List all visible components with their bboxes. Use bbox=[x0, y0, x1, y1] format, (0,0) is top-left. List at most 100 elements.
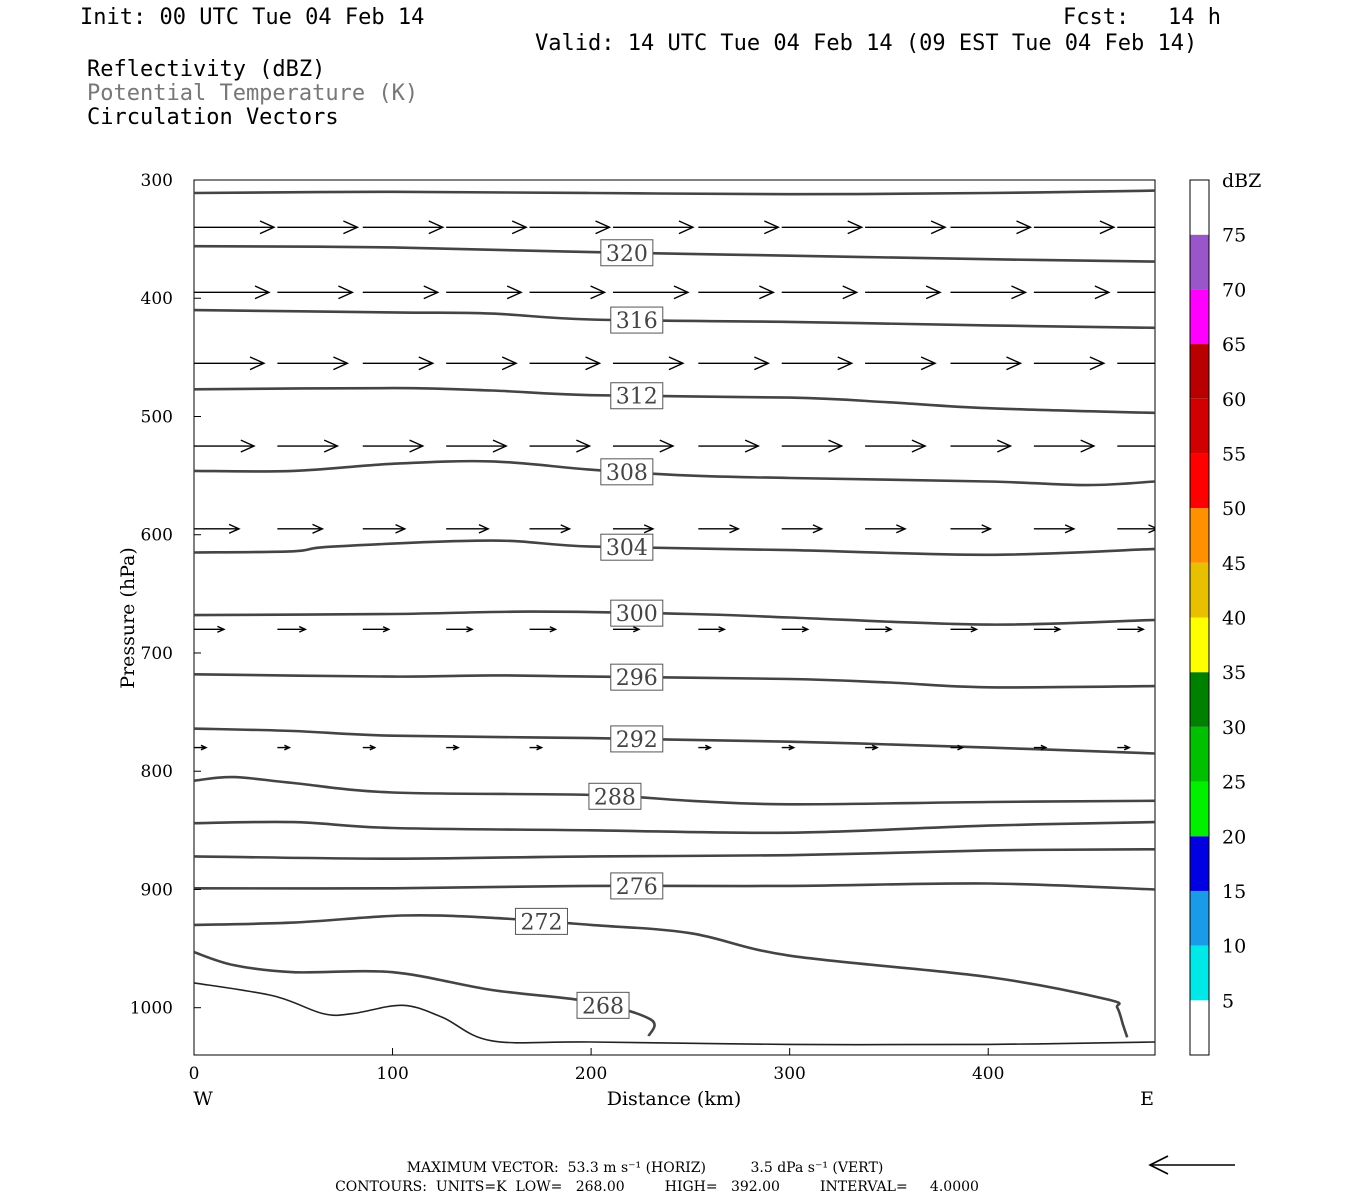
contour-label: 272 bbox=[514, 907, 568, 935]
contour-label-text: 268 bbox=[582, 994, 624, 1019]
circulation-vector bbox=[865, 744, 879, 751]
circulation-vector bbox=[1117, 362, 1155, 364]
circulation-vector bbox=[446, 744, 460, 751]
circulation-vector bbox=[362, 744, 377, 751]
y-tick-label: 1000 bbox=[130, 999, 173, 1019]
max-vector-note: MAXIMUM VECTOR: 53.3 m s⁻¹ (HORIZ) 3.5 d… bbox=[407, 1160, 884, 1176]
x-tick-label: 400 bbox=[972, 1064, 1004, 1084]
circulation-vector bbox=[277, 744, 292, 751]
colorbar-level-label: 55 bbox=[1222, 443, 1246, 465]
theta-contour-line bbox=[194, 610, 1155, 626]
circulation-vector bbox=[698, 626, 727, 633]
colorbar-level-label: 30 bbox=[1222, 717, 1246, 739]
circulation-vector bbox=[362, 356, 435, 371]
circulation-vector bbox=[277, 285, 355, 300]
colorbar-swatch bbox=[1190, 453, 1209, 509]
circulation-vector bbox=[446, 439, 508, 453]
colorbar-swatch bbox=[1190, 398, 1209, 454]
circulation-vector bbox=[865, 626, 893, 633]
x-tick-label: 300 bbox=[773, 1064, 805, 1084]
theta-contour-line bbox=[194, 727, 1155, 755]
circulation-vector bbox=[865, 220, 947, 235]
circulation-vector bbox=[194, 744, 208, 751]
circulation-vector bbox=[1033, 285, 1111, 300]
valid-time: Valid: 14 UTC Tue 04 Feb 14 (09 EST Tue … bbox=[535, 31, 1198, 56]
circulation-vector bbox=[277, 625, 308, 633]
theta-contours bbox=[194, 189, 1155, 1046]
theta-contour-line bbox=[194, 189, 1155, 196]
circulation-vector bbox=[612, 356, 685, 371]
circulation-vector bbox=[446, 220, 528, 235]
y-tick-label: 900 bbox=[141, 880, 173, 900]
colorbar-level-label: 65 bbox=[1222, 334, 1246, 356]
colorbar-swatch bbox=[1190, 234, 1209, 290]
contour-label: 316 bbox=[610, 306, 664, 334]
circulation-vector bbox=[529, 439, 592, 453]
circulation-vector bbox=[612, 524, 655, 534]
colorbar-level-label: 70 bbox=[1222, 279, 1246, 301]
contour-label: 296 bbox=[610, 663, 664, 691]
circulation-vector bbox=[1117, 744, 1131, 751]
colorbar-swatch bbox=[1190, 562, 1209, 618]
colorbar-swatch bbox=[1190, 726, 1209, 782]
contour-label-text: 296 bbox=[616, 666, 658, 691]
colorbar-swatch bbox=[1190, 289, 1209, 345]
contour-label: 312 bbox=[610, 382, 664, 410]
circulation-vector bbox=[1033, 524, 1076, 534]
x-end-right-label: E bbox=[1140, 1088, 1154, 1110]
circulation-vector bbox=[781, 524, 824, 534]
colorbar-swatch bbox=[1190, 617, 1209, 673]
circulation-vector bbox=[612, 285, 690, 300]
circulation-vector bbox=[1033, 626, 1062, 633]
colorbar-level-label: 40 bbox=[1222, 608, 1246, 630]
contour-label-text: 276 bbox=[616, 875, 658, 900]
y-tick-label: 600 bbox=[141, 526, 173, 546]
circulation-vector bbox=[529, 356, 602, 371]
contour-label: 320 bbox=[600, 239, 654, 267]
circulation-vector bbox=[1117, 524, 1155, 534]
circulation-vector bbox=[612, 439, 675, 453]
circulation-vector bbox=[950, 524, 993, 534]
circulation-vector bbox=[950, 220, 1033, 235]
theta-contour-line bbox=[194, 950, 656, 1037]
circulation-vector bbox=[865, 439, 927, 453]
circulation-vector bbox=[194, 523, 241, 534]
circulation-vector bbox=[194, 285, 271, 300]
y-tick-label: 500 bbox=[141, 407, 173, 427]
circulation-vector bbox=[1117, 445, 1155, 447]
circulation-vector bbox=[362, 524, 407, 534]
circulation-vector bbox=[1117, 226, 1155, 228]
contour-label: 276 bbox=[610, 872, 664, 900]
circulation-vector bbox=[529, 524, 572, 534]
circulation-vector bbox=[529, 626, 558, 633]
contour-label-text: 308 bbox=[606, 461, 648, 486]
circulation-vector bbox=[194, 625, 226, 633]
circulation-vector bbox=[529, 285, 607, 300]
plot-frame bbox=[193, 179, 1156, 1056]
field-circulation-vectors: Circulation Vectors bbox=[87, 105, 339, 130]
contour-label: 292 bbox=[610, 725, 664, 753]
circulation-vector bbox=[950, 744, 965, 751]
circulation-vector bbox=[950, 285, 1028, 300]
init-time: Init: 00 UTC Tue 04 Feb 14 bbox=[80, 5, 425, 30]
colorbar-swatch bbox=[1190, 945, 1209, 1001]
field-potential-temperature: Potential Temperature (K) bbox=[87, 81, 419, 106]
circulation-vector bbox=[698, 356, 771, 371]
colorbar-level-label: 75 bbox=[1222, 225, 1246, 247]
circulation-vector bbox=[781, 439, 844, 453]
circulation-vector bbox=[277, 220, 360, 235]
circulation-vector bbox=[781, 744, 796, 751]
circulation-vector bbox=[950, 439, 1013, 453]
contour-label-text: 304 bbox=[606, 536, 648, 561]
circulation-vector bbox=[698, 285, 776, 300]
colorbar-swatch bbox=[1190, 344, 1209, 399]
circulation-vector bbox=[781, 356, 854, 371]
colorbar-swatch bbox=[1190, 1000, 1209, 1055]
contour-label-text: 312 bbox=[616, 385, 658, 410]
lowest-contour-line bbox=[194, 982, 1155, 1046]
circulation-vector bbox=[362, 285, 440, 300]
circulation-vector bbox=[446, 626, 474, 633]
circulation-vector bbox=[362, 439, 425, 453]
circulation-vectors bbox=[194, 220, 1155, 751]
colorbar-swatch bbox=[1190, 180, 1209, 235]
